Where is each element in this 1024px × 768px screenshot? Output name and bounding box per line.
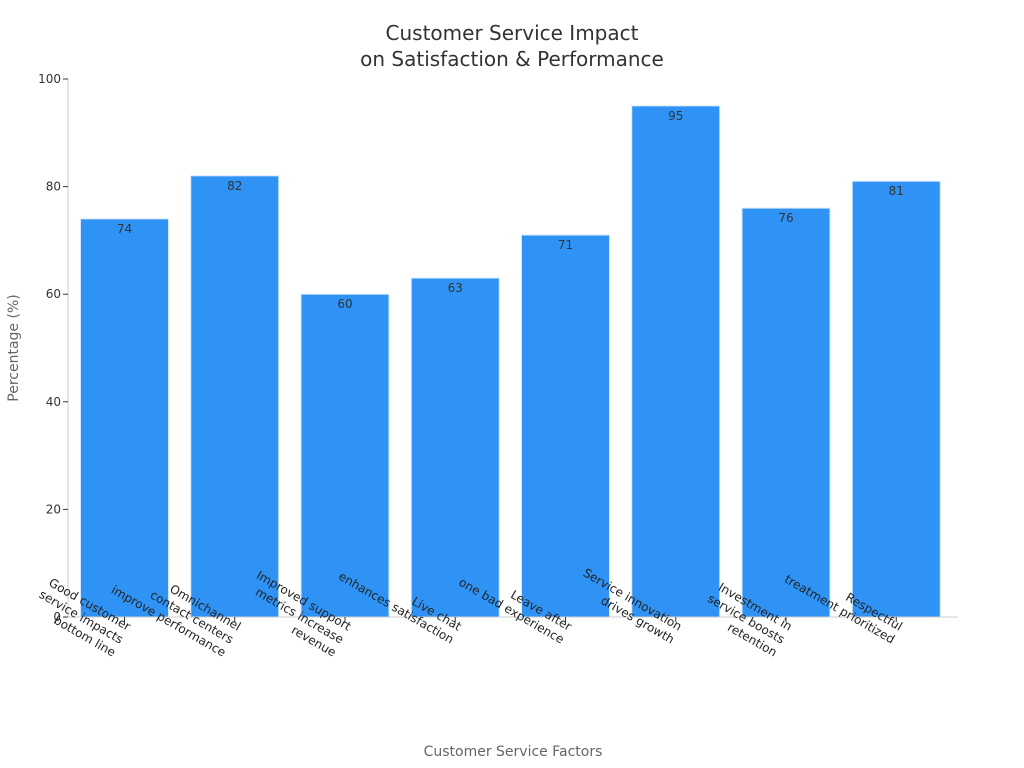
chart-title-line: on Satisfaction & Performance: [360, 47, 664, 71]
y-tick-label: 20: [46, 502, 61, 516]
data-label: 71: [558, 238, 573, 252]
y-tick-label: 80: [46, 180, 61, 194]
y-tick-label: 100: [38, 72, 61, 86]
bar[interactable]: [410, 277, 500, 618]
data-label: 76: [778, 211, 793, 225]
bar[interactable]: [851, 180, 941, 618]
data-label: 74: [117, 222, 132, 236]
data-label: 95: [668, 109, 683, 123]
data-label: 60: [337, 297, 352, 311]
data-label: 82: [227, 179, 242, 193]
bar[interactable]: [190, 175, 280, 618]
data-label: 81: [889, 184, 904, 198]
bar[interactable]: [300, 293, 390, 618]
y-axis-title: Percentage (%): [6, 294, 22, 401]
chart-title-line: Customer Service Impact: [386, 21, 639, 45]
bar[interactable]: [521, 234, 610, 618]
bar[interactable]: [80, 218, 169, 618]
data-label: 63: [448, 281, 463, 295]
y-tick-label: 40: [46, 395, 61, 409]
bar[interactable]: [741, 207, 831, 618]
y-tick-label: 60: [46, 287, 61, 301]
bar[interactable]: [631, 105, 721, 618]
x-axis-title: Customer Service Factors: [424, 744, 603, 760]
chart-title: Customer Service Impact on Satisfaction &…: [360, 21, 664, 71]
y-tick-label: 0: [53, 610, 61, 624]
